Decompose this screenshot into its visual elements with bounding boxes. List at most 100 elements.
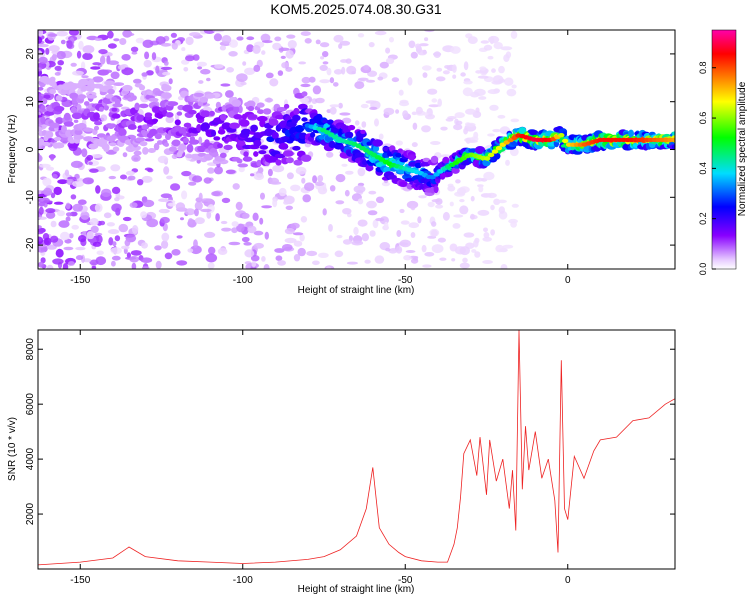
- spectrogram-noise-cell: [200, 208, 212, 213]
- spectrogram-noise-cell: [80, 61, 86, 70]
- spectrogram-ridge-cell: [293, 107, 300, 116]
- spectrogram-ridge-cell: [40, 105, 46, 111]
- spectrogram-noise-cell: [260, 192, 265, 200]
- spectrogram-ridge-cell: [628, 129, 634, 138]
- spectrogram-noise-cell: [463, 80, 473, 85]
- spectrogram-noise-cell: [65, 212, 73, 217]
- spectrogram-noise-cell: [451, 258, 456, 262]
- spectrogram-noise-cell: [244, 67, 256, 76]
- spectrogram-noise-cell: [252, 212, 259, 221]
- spectrogram-ridge-core: [433, 172, 440, 177]
- spectrogram-noise-cell: [207, 262, 215, 269]
- spectrogram-ridge-cell: [160, 92, 172, 99]
- spectrogram-noise-cell: [54, 72, 61, 76]
- spectrogram-ridge-cell: [237, 163, 249, 168]
- spectrogram-noise-cell: [165, 116, 174, 124]
- spectrogram-noise-cell: [483, 171, 495, 181]
- spectrogram-noise-cell: [329, 106, 337, 115]
- spectrogram-noise-cell: [482, 236, 493, 242]
- spectrogram-noise-cell: [45, 208, 56, 214]
- spectrogram-noise-cell: [482, 260, 493, 264]
- snr-series-line: [38, 330, 675, 566]
- spectrogram-noise-cell: [463, 232, 475, 238]
- spectrogram-noise-cell: [215, 213, 220, 222]
- spectrogram-ridge-cell: [154, 133, 162, 140]
- spectrogram-noise-cell: [236, 73, 248, 82]
- spectrogram-noise-cell: [111, 255, 121, 261]
- colorbar-tick-label: 0.8: [698, 61, 708, 74]
- spectrogram-noise-cell: [436, 67, 443, 72]
- spectrogram-noise-cell: [143, 59, 152, 68]
- spectrogram-ridge-cell: [372, 139, 383, 147]
- spectrogram-noise-cell: [122, 32, 135, 37]
- spectrogram-noise-cell: [398, 89, 404, 96]
- spectrogram-noise-cell: [198, 136, 203, 145]
- spectrogram-noise-cell: [480, 40, 489, 44]
- spectrogram-noise-cell: [67, 176, 77, 180]
- spectrogram-ridge-cell: [168, 146, 177, 152]
- spectrogram-noise-cell: [460, 72, 466, 77]
- spectrogram-noise-cell: [50, 154, 55, 161]
- spectrogram-ridge-cell: [346, 131, 354, 139]
- spectrogram-noise-cell: [415, 106, 423, 115]
- spectrogram-noise-cell: [487, 55, 494, 60]
- spectrogram-ridge-cell: [259, 119, 266, 128]
- spectrogram-ridge-cell: [223, 144, 233, 151]
- spectrogram-noise-cell: [175, 202, 186, 211]
- spectrogram-noise-cell: [38, 202, 45, 207]
- spectrogram-noise-cell: [154, 245, 162, 251]
- spectrogram-ridge-cell: [55, 95, 63, 102]
- spectrogram-noise-cell: [510, 30, 518, 39]
- spectrogram-noise-cell: [477, 209, 490, 216]
- spectrogram-noise-cell: [122, 152, 128, 158]
- spectrogram-noise-cell: [467, 36, 478, 44]
- spectrogram-noise-cell: [142, 199, 155, 208]
- spectrogram-noise-cell: [278, 187, 287, 197]
- spectrogram-noise-cell: [130, 46, 139, 53]
- spectrogram-ridge-cell: [48, 122, 60, 129]
- spectrogram-ridge-cell: [41, 98, 48, 105]
- spectrogram-noise-cell: [505, 159, 510, 166]
- spectrogram-noise-cell: [320, 56, 325, 60]
- spectrogram-ridge-core: [487, 152, 495, 158]
- spectrogram-ridge-cell: [217, 143, 223, 149]
- spectrogram-noise-cell: [180, 217, 184, 221]
- spectrogram-ridge-core: [671, 137, 675, 143]
- spectrogram-ridge-core: [484, 156, 491, 161]
- spectrogram-noise-cell: [302, 194, 312, 203]
- spectrogram-noise-cell: [80, 211, 90, 220]
- spectrogram-noise-cell: [76, 50, 82, 59]
- spectrogram-ridge-cell: [111, 113, 121, 119]
- spectrogram-ridge-cell: [442, 156, 450, 164]
- spectrogram-noise-cell: [171, 42, 178, 50]
- spectrogram-noise-cell: [71, 224, 79, 230]
- spectrogram-noise-cell: [46, 244, 57, 250]
- spectrogram-noise-cell: [360, 103, 369, 109]
- spectrogram-noise-cell: [391, 77, 400, 83]
- spectrogram-noise-cell: [312, 85, 322, 95]
- spectrogram-ridge-cell: [193, 92, 204, 97]
- spectrogram-noise-cell: [421, 125, 431, 133]
- spectrogram-noise-cell: [335, 200, 345, 205]
- spectrogram-ridge-cell: [256, 159, 262, 167]
- spectrogram-noise-cell: [242, 213, 250, 219]
- spectrogram-noise-cell: [107, 60, 120, 65]
- spectrogram-ridge-cell: [182, 104, 193, 113]
- spectrogram-noise-cell: [399, 101, 410, 107]
- spectrogram-noise-cell: [106, 222, 115, 227]
- spectrogram-ridge-cell: [102, 85, 114, 90]
- spectrogram-ridge-cell: [233, 114, 243, 120]
- spectrogram-noise-cell: [395, 140, 403, 146]
- spectrogram-noise-cell: [465, 108, 476, 115]
- spectrogram-noise-cell: [194, 208, 199, 217]
- spectrogram-noise-cell: [445, 118, 454, 122]
- spectrogram-noise-cell: [168, 78, 173, 85]
- spectrogram-noise-cell: [462, 257, 468, 263]
- spectrogram-noise-cell: [511, 203, 519, 208]
- colorbar-gradient: [711, 29, 737, 270]
- colorbar-label: Normalized spectral amplitude: [737, 81, 748, 216]
- spectrogram-noise-cell: [236, 36, 244, 41]
- spectrogram-noise-cell: [459, 262, 470, 269]
- spectrogram-noise-cell: [69, 233, 74, 239]
- spectrogram-noise-cell: [38, 56, 48, 64]
